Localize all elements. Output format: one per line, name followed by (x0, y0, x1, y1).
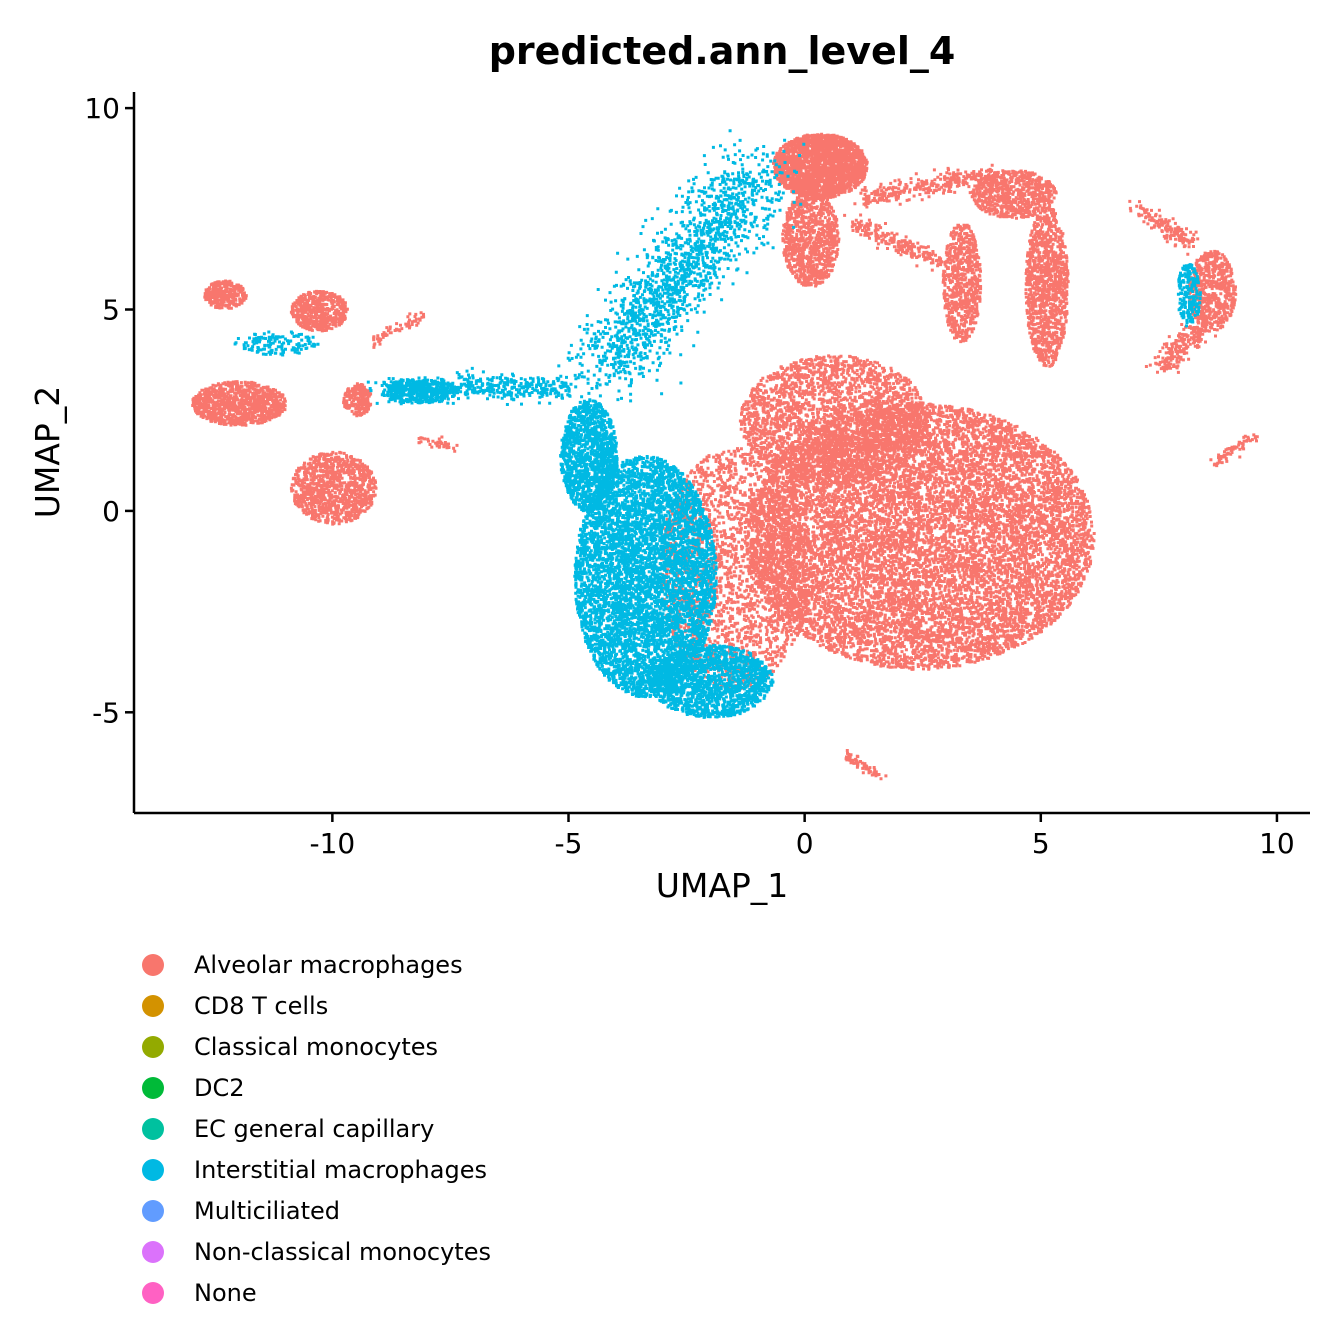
legend: Alveolar macrophages CD8 T cells Classical… (142, 944, 491, 1313)
legend-dot-icon (142, 1199, 164, 1222)
legend-item: None (142, 1272, 491, 1313)
chart-title: predicted.ann_level_4 (489, 29, 956, 73)
legend-item: DC2 (142, 1067, 491, 1108)
points-interstitial-macrophages (233, 129, 1202, 719)
axes: -10 -5 0 5 10 -5 0 5 10 (84, 92, 1310, 860)
legend-item: Classical monocytes (142, 1026, 491, 1067)
legend-label: Interstitial macrophages (194, 1155, 487, 1184)
legend-label: Classical monocytes (194, 1032, 439, 1061)
legend-label: CD8 T cells (194, 991, 329, 1020)
x-tick-label: -5 (555, 827, 583, 860)
legend-label: EC general capillary (194, 1114, 435, 1143)
legend-item: EC general capillary (142, 1108, 491, 1149)
legend-dot-icon (142, 1076, 164, 1099)
legend-dot-icon (142, 1117, 164, 1140)
legend-item: Multiciliated (142, 1190, 491, 1231)
legend-dot-icon (142, 994, 164, 1017)
scatter-points (191, 129, 1259, 781)
points-alveolar-macrophages (191, 132, 1259, 781)
legend-label: None (194, 1278, 257, 1307)
legend-label: Non-classical monocytes (194, 1237, 491, 1266)
y-tick-label: -5 (92, 696, 120, 729)
legend-dot-icon (142, 953, 164, 976)
x-tick-label: 0 (796, 827, 814, 860)
legend-dot-icon (142, 1035, 164, 1058)
legend-label: Multiciliated (194, 1196, 340, 1225)
x-tick-label: -10 (309, 827, 355, 860)
legend-label: Alveolar macrophages (194, 950, 463, 979)
y-tick-label: 5 (102, 294, 120, 327)
x-tick-label: 5 (1032, 827, 1050, 860)
x-tick-label: 10 (1259, 827, 1295, 860)
y-tick-label: 10 (84, 92, 120, 125)
x-axis-label: UMAP_1 (656, 866, 789, 905)
legend-item: Non-classical monocytes (142, 1231, 491, 1272)
legend-item: CD8 T cells (142, 985, 491, 1026)
y-axis-label: UMAP_2 (28, 386, 67, 519)
legend-dot-icon (142, 1158, 164, 1181)
legend-dot-icon (142, 1240, 164, 1263)
legend-item: Alveolar macrophages (142, 944, 491, 985)
legend-item: Interstitial macrophages (142, 1149, 491, 1190)
y-tick-label: 0 (102, 495, 120, 528)
legend-label: DC2 (194, 1073, 245, 1102)
legend-dot-icon (142, 1281, 164, 1304)
